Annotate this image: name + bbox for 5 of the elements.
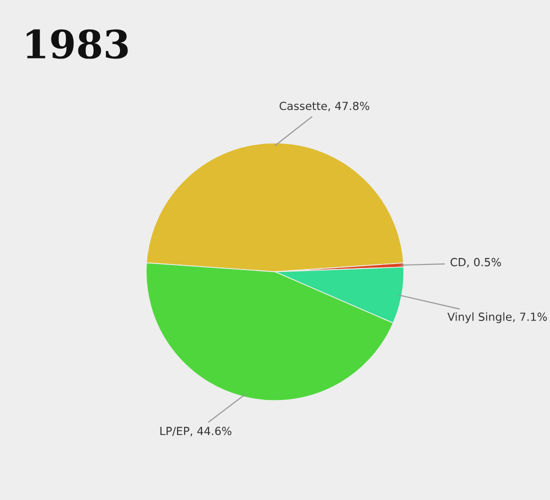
slice-label: LP/EP, 44.6% [160,426,232,436]
slice-label: Cassette, 47.8% [280,102,370,112]
slice-label: Vinyl Single, 7.1% [447,312,547,324]
chart-title: 1983 [26,29,128,59]
slice-label: CD, 0.5% [450,258,501,268]
